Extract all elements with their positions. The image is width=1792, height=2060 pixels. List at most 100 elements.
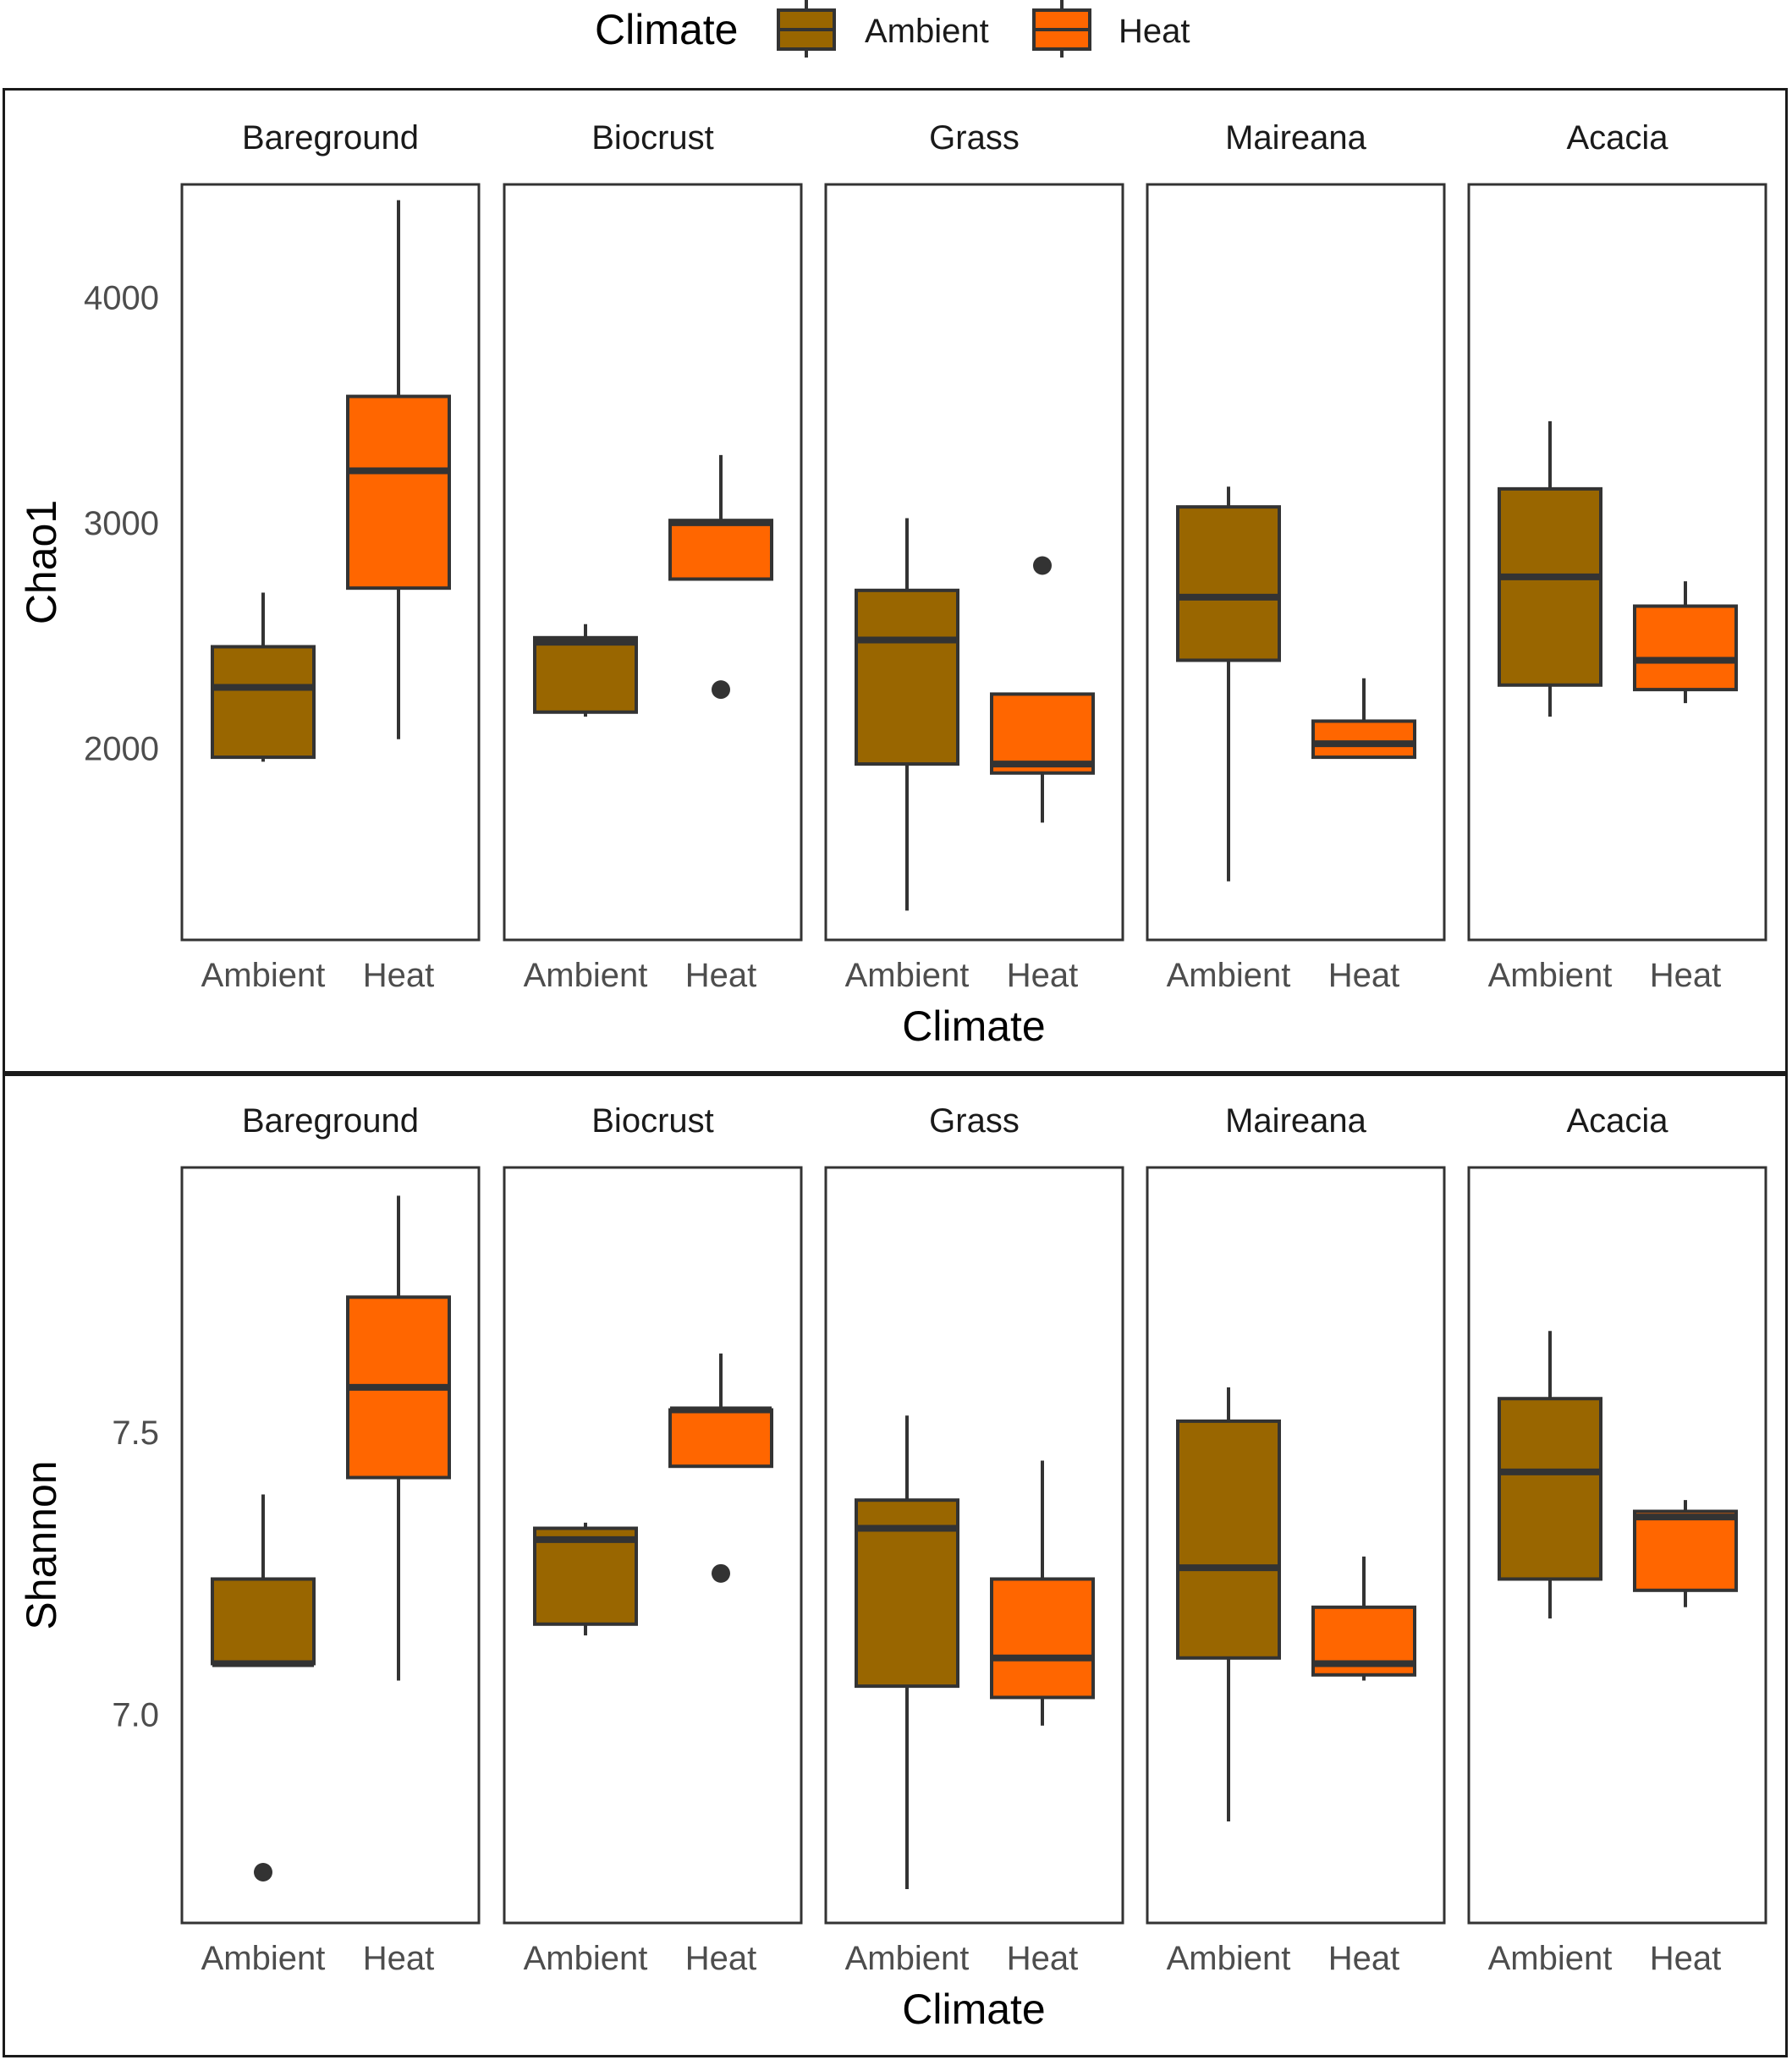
box-heat xyxy=(1311,1556,1416,1681)
shannon-boxplot-chart: 7.0 7.5 Shannon Climate Bareground Ambient Hea… xyxy=(18,1102,1767,2033)
box-ambient xyxy=(533,1522,638,1636)
y-axis-title: Chao1 xyxy=(18,500,65,624)
facet-panel-border xyxy=(824,1166,1124,1925)
box-ambient xyxy=(211,1494,316,1882)
x-tick-label: Ambient xyxy=(524,957,648,994)
box-iqr xyxy=(1498,1397,1602,1581)
x-axis-title: Climate xyxy=(902,1986,1045,2033)
box-ambient xyxy=(211,592,316,762)
y-axis-title: Shannon xyxy=(18,1460,65,1629)
x-tick-label: Ambient xyxy=(524,1940,648,1977)
facet-strip-label: Acacia xyxy=(1566,1102,1668,1140)
x-tick-label: Heat xyxy=(1328,957,1400,994)
box-ambient xyxy=(1176,1387,1281,1822)
facet-strip-label: Maireana xyxy=(1225,1102,1367,1140)
facet-strip-label: Bareground xyxy=(242,119,419,157)
chao1-panel-frame xyxy=(3,88,1788,1076)
outlier-point xyxy=(712,680,730,700)
legend-label-ambient: Ambient xyxy=(865,13,989,50)
box-iqr xyxy=(533,635,638,714)
x-tick-label: Heat xyxy=(1650,957,1722,994)
box-iqr xyxy=(1498,486,1602,687)
x-tick-label: Ambient xyxy=(201,957,326,994)
x-tick-label: Ambient xyxy=(845,1940,970,1977)
y-tick-label: 7.5 xyxy=(112,1415,159,1452)
box-iqr xyxy=(1633,604,1738,692)
facet-panel-border xyxy=(180,183,481,942)
x-tick-label: Heat xyxy=(363,957,435,994)
box-heat xyxy=(668,454,773,700)
facet-strip-label: Grass xyxy=(929,1102,1020,1140)
facet-strip-label: Grass xyxy=(929,119,1020,157)
x-tick-label: Heat xyxy=(363,1940,435,1977)
legend-key-ambient xyxy=(777,0,836,58)
legend: Climate Ambient Heat xyxy=(595,0,1190,58)
x-tick-label: Ambient xyxy=(1167,1940,1291,1977)
x-tick-label: Heat xyxy=(1650,1940,1722,1977)
x-tick-label: Heat xyxy=(1007,1940,1079,1977)
facet-strip-label: Bareground xyxy=(242,1102,419,1140)
box-heat xyxy=(668,1353,773,1583)
box-heat xyxy=(1311,678,1416,760)
box-heat xyxy=(346,200,451,739)
outlier-point xyxy=(1033,556,1052,575)
y-tick-label: 4000 xyxy=(84,279,159,316)
box-ambient xyxy=(855,1415,959,1890)
x-tick-label: Heat xyxy=(1328,1940,1400,1977)
facet-strip-label: Maireana xyxy=(1225,119,1367,157)
facet-bareground: Bareground Ambient Heat xyxy=(180,1102,481,1977)
box-iqr xyxy=(990,692,1095,775)
box-iqr xyxy=(1176,1419,1281,1660)
box-iqr xyxy=(1311,719,1416,760)
box-ambient xyxy=(1498,1331,1602,1619)
x-tick-label: Ambient xyxy=(845,957,970,994)
facet-strip-label: Biocrust xyxy=(591,119,714,157)
facet-panel-border xyxy=(503,183,803,942)
box-heat xyxy=(990,1460,1095,1726)
facet-panel-border xyxy=(1146,1166,1446,1925)
box-ambient xyxy=(1498,420,1602,717)
box-iqr xyxy=(990,1577,1095,1700)
facet-biocrust: Biocrust Ambient Heat xyxy=(503,119,803,994)
x-tick-label: Heat xyxy=(685,957,757,994)
facet-biocrust: Biocrust Ambient Heat xyxy=(503,1102,803,1977)
box-iqr xyxy=(211,645,316,760)
x-tick-label: Heat xyxy=(685,1940,757,1977)
facet-bareground: Bareground Ambient Heat xyxy=(180,119,481,994)
box-iqr xyxy=(855,588,959,766)
facet-acacia: Acacia Ambient Heat xyxy=(1467,119,1767,994)
x-tick-label: Ambient xyxy=(1488,957,1613,994)
box-iqr xyxy=(211,1577,316,1666)
box-heat xyxy=(1633,1500,1738,1607)
facet-panel-border xyxy=(1467,1166,1767,1925)
x-tick-label: Heat xyxy=(1007,957,1079,994)
y-tick-label: 3000 xyxy=(84,505,159,542)
x-axis-title: Climate xyxy=(902,1003,1045,1050)
box-iqr xyxy=(346,394,451,591)
chao1-boxplot-chart: 2000 3000 4000 Chao1 Climate Bareground Ambien… xyxy=(18,119,1767,1050)
box-ambient xyxy=(533,623,638,717)
box-iqr xyxy=(668,519,773,581)
x-tick-label: Ambient xyxy=(1167,957,1291,994)
legend-title: Climate xyxy=(595,6,738,53)
box-iqr xyxy=(668,1408,773,1469)
legend-label-heat: Heat xyxy=(1119,13,1190,50)
facet-panel-border xyxy=(1146,183,1446,942)
box-heat xyxy=(990,556,1095,823)
facet-panel-border xyxy=(824,183,1124,942)
facet-grass: Grass Ambient Heat xyxy=(824,1102,1124,1977)
facet-panel-border xyxy=(1467,183,1767,942)
facet-panel-border xyxy=(503,1166,803,1925)
x-tick-label: Ambient xyxy=(201,1940,326,1977)
facet-strip-label: Biocrust xyxy=(591,1102,714,1140)
box-iqr xyxy=(533,1526,638,1626)
facet-maireana: Maireana Ambient Heat xyxy=(1146,119,1446,994)
outlier-point xyxy=(712,1563,730,1583)
box-iqr xyxy=(1176,505,1281,662)
y-tick-label: 2000 xyxy=(84,730,159,767)
box-iqr xyxy=(1633,1509,1738,1592)
facet-acacia: Acacia Ambient Heat xyxy=(1467,1102,1767,1977)
y-tick-label: 7.0 xyxy=(112,1696,159,1733)
facet-grass: Grass Ambient Heat xyxy=(824,119,1124,994)
legend-key-heat xyxy=(1032,0,1091,58)
